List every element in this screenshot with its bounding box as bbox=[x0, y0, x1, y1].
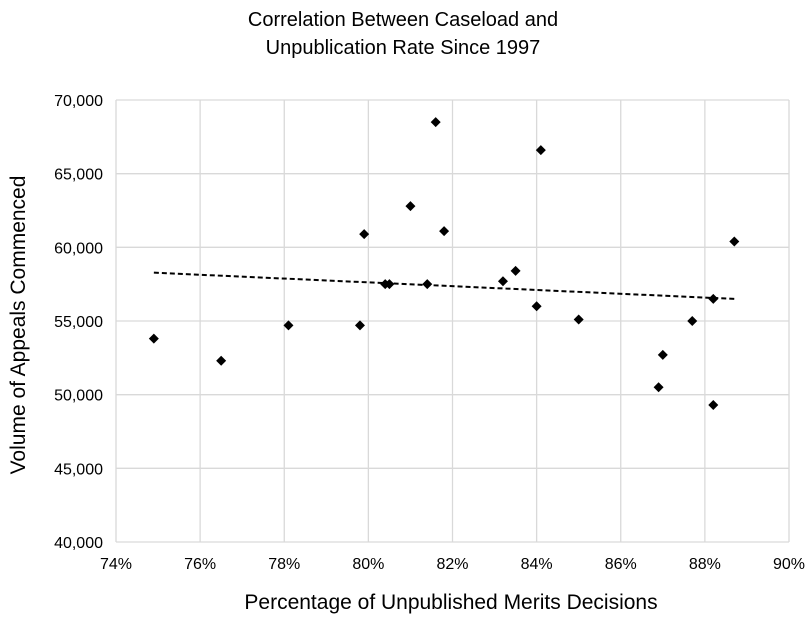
data-point bbox=[439, 226, 450, 237]
data-point bbox=[708, 399, 719, 410]
data-point bbox=[657, 349, 668, 360]
data-point bbox=[729, 236, 740, 247]
y-tick-label: 60,000 bbox=[54, 240, 103, 257]
trendline bbox=[153, 271, 735, 300]
y-tick-label: 50,000 bbox=[54, 388, 103, 405]
data-point bbox=[430, 117, 441, 128]
data-point bbox=[708, 293, 719, 304]
data-point bbox=[510, 265, 521, 276]
x-tick-label: 74% bbox=[100, 556, 132, 573]
data-point-layer bbox=[148, 117, 740, 410]
data-point bbox=[354, 320, 365, 331]
data-point bbox=[384, 279, 395, 290]
y-axis-title: Volume of Appeals Commenced bbox=[7, 176, 30, 475]
data-point bbox=[148, 333, 159, 344]
x-tick-label: 84% bbox=[521, 556, 553, 573]
data-point bbox=[216, 355, 227, 366]
chart-title-line-2: Unpublication Rate Since 1997 bbox=[265, 37, 541, 59]
data-point bbox=[405, 201, 416, 212]
x-tick-label: 82% bbox=[436, 556, 468, 573]
data-point bbox=[653, 382, 664, 393]
data-point bbox=[283, 320, 294, 331]
y-tick-label: 45,000 bbox=[54, 461, 103, 478]
data-point bbox=[535, 145, 546, 156]
data-point bbox=[422, 279, 433, 290]
tick-label-layer: 74% 76% 78% 80% 82% 84% 86% 88% 90% 40,000 45,000 5… bbox=[54, 93, 805, 573]
x-tick-label: 80% bbox=[352, 556, 384, 573]
data-point bbox=[687, 316, 698, 326]
chart-title-line-1: Correlation Between Caseload and bbox=[247, 9, 559, 31]
x-tick-label: 86% bbox=[605, 556, 637, 573]
y-tick-label: 40,000 bbox=[54, 535, 103, 552]
x-tick-label: 88% bbox=[689, 556, 721, 573]
y-tick-label: 70,000 bbox=[54, 93, 103, 110]
y-tick-label: 65,000 bbox=[54, 167, 103, 184]
data-point bbox=[497, 276, 508, 287]
x-axis-title: Percentage of Unpublished Merits Decisio… bbox=[244, 591, 657, 614]
data-point bbox=[573, 314, 584, 325]
grid-layer bbox=[115, 99, 790, 543]
x-tick-label: 76% bbox=[184, 556, 216, 573]
data-point bbox=[531, 301, 542, 312]
x-tick-label: 90% bbox=[773, 556, 805, 573]
x-tick-label: 78% bbox=[268, 556, 300, 573]
trendline-layer bbox=[153, 271, 735, 300]
data-point bbox=[359, 229, 370, 240]
y-tick-label: 55,000 bbox=[54, 314, 103, 331]
